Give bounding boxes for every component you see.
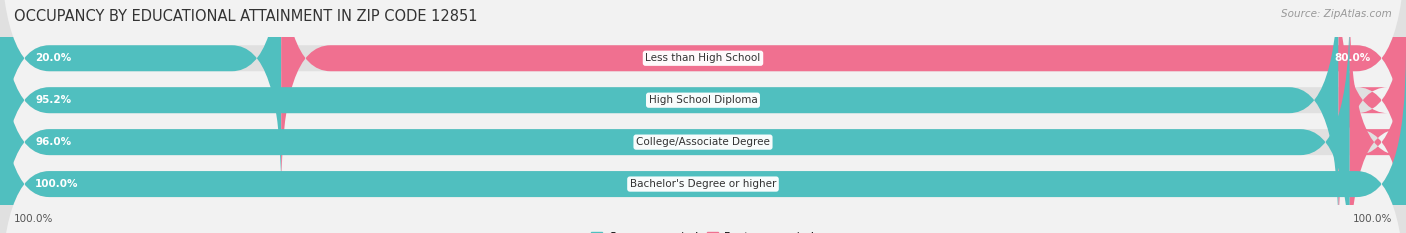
Text: 100.0%: 100.0% bbox=[35, 179, 79, 189]
FancyBboxPatch shape bbox=[0, 8, 1406, 233]
Text: Less than High School: Less than High School bbox=[645, 53, 761, 63]
Text: 20.0%: 20.0% bbox=[35, 53, 72, 63]
FancyBboxPatch shape bbox=[1339, 0, 1406, 233]
Text: OCCUPANCY BY EDUCATIONAL ATTAINMENT IN ZIP CODE 12851: OCCUPANCY BY EDUCATIONAL ATTAINMENT IN Z… bbox=[14, 9, 478, 24]
Text: 100.0%: 100.0% bbox=[1353, 214, 1392, 224]
Text: 95.2%: 95.2% bbox=[35, 95, 72, 105]
Text: 100.0%: 100.0% bbox=[14, 214, 53, 224]
Legend: Owner-occupied, Renter-occupied: Owner-occupied, Renter-occupied bbox=[586, 227, 820, 233]
FancyBboxPatch shape bbox=[0, 0, 1406, 192]
FancyBboxPatch shape bbox=[0, 0, 281, 192]
Text: College/Associate Degree: College/Associate Degree bbox=[636, 137, 770, 147]
Text: 80.0%: 80.0% bbox=[1334, 53, 1371, 63]
FancyBboxPatch shape bbox=[0, 8, 1350, 233]
FancyBboxPatch shape bbox=[0, 0, 1339, 233]
Text: Source: ZipAtlas.com: Source: ZipAtlas.com bbox=[1281, 9, 1392, 19]
Text: Bachelor's Degree or higher: Bachelor's Degree or higher bbox=[630, 179, 776, 189]
Text: High School Diploma: High School Diploma bbox=[648, 95, 758, 105]
FancyBboxPatch shape bbox=[0, 50, 1406, 233]
FancyBboxPatch shape bbox=[281, 0, 1406, 192]
FancyBboxPatch shape bbox=[1350, 8, 1406, 233]
FancyBboxPatch shape bbox=[0, 50, 1406, 233]
Text: 96.0%: 96.0% bbox=[35, 137, 72, 147]
